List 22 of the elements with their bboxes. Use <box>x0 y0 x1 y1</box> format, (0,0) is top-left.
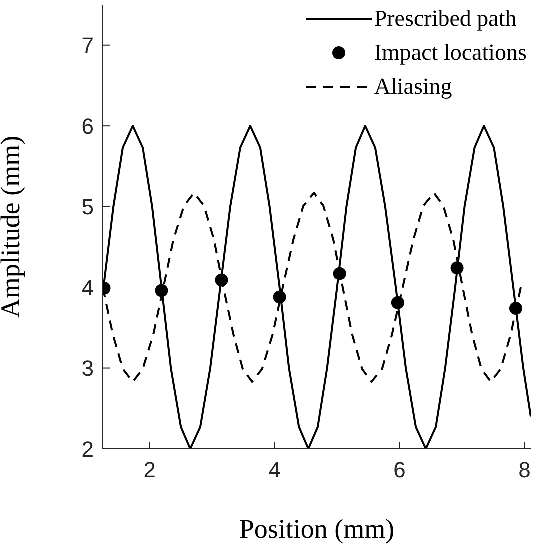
y-tick-label: 6 <box>82 114 94 139</box>
x-tick-label: 6 <box>394 458 406 483</box>
point <box>333 267 346 280</box>
point <box>510 302 523 316</box>
x-tick-label: 8 <box>518 458 531 483</box>
legend-label: Prescribed path <box>374 5 517 33</box>
point <box>450 262 464 275</box>
y-axis-title: Amplitude (mm) <box>0 136 26 318</box>
y-tick-label: 7 <box>82 33 94 58</box>
y-tick-label: 4 <box>82 275 94 300</box>
x-tick-label: 4 <box>268 458 281 483</box>
point <box>215 274 228 287</box>
legend-label: Impact locations <box>374 39 527 67</box>
y-tick-label: 2 <box>82 436 94 462</box>
legend-label: Aliasing <box>374 73 452 101</box>
x-tick-label: 2 <box>144 458 156 483</box>
x-axis-title: Position (mm) <box>239 514 395 544</box>
point <box>273 290 286 304</box>
point <box>155 284 168 298</box>
point <box>391 296 404 310</box>
y-tick-label: 3 <box>82 356 94 382</box>
y-tick-label: 5 <box>82 194 94 220</box>
